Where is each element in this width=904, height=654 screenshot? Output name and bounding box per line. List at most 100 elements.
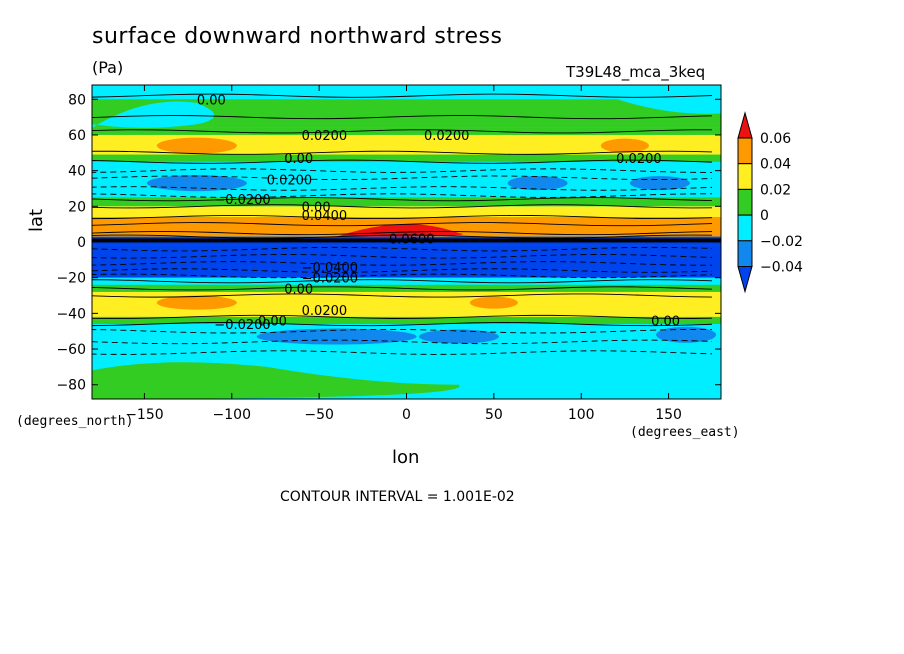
- contour-label: 0.0600: [389, 232, 435, 247]
- band-cyan-22s: [92, 277, 721, 285]
- y-tick-label: 60: [68, 128, 86, 144]
- contour-label: 0.00: [258, 315, 287, 330]
- contour-label: 0.0200: [616, 152, 662, 167]
- x-tick-label: −150: [125, 407, 163, 423]
- contour-line: [92, 159, 713, 164]
- patch-lblue-south-west: [256, 328, 417, 345]
- patch-orange-north-east: [600, 138, 649, 153]
- contour-line-dashed: [92, 328, 713, 334]
- contour-line: [92, 293, 713, 298]
- patch-cyan-north-east: [581, 85, 721, 114]
- contour-line: [92, 129, 713, 134]
- contour-label: 0.00: [284, 152, 313, 167]
- band-yellow-15n: [92, 206, 721, 218]
- contour-line-dashed: [92, 273, 713, 279]
- colorbar-bottom-arrow: [737, 266, 753, 294]
- contour-line-dashed: [92, 268, 713, 273]
- contour-label: 0.0200: [302, 304, 348, 319]
- band-green-44s: [92, 316, 721, 325]
- contour-line: [92, 214, 713, 220]
- x-axis-label: lon: [392, 447, 420, 468]
- patch-lblue-north-mid: [507, 176, 568, 191]
- patch-lblue-north-west: [146, 175, 247, 192]
- patch-orange-south-mid: [469, 296, 518, 309]
- contour-line: [92, 197, 713, 202]
- colorbar-level-label: −0.04: [760, 260, 803, 276]
- contour-line-dashed: [92, 350, 713, 355]
- contour-line: [92, 222, 713, 227]
- contour-line: [92, 115, 713, 120]
- contour-label: 0.0200: [424, 129, 470, 144]
- contour-line-dashed: [92, 175, 713, 181]
- x-tick-label: −50: [304, 407, 334, 423]
- colorbar-segment: [737, 240, 753, 268]
- contour-label: 0.00: [284, 282, 313, 297]
- x-unit-label: (degrees_east): [630, 425, 740, 440]
- contour-label: 0.0400: [302, 209, 348, 224]
- y-tick-label: −20: [56, 271, 86, 287]
- contour-label: 0.00: [197, 93, 226, 108]
- colorbar-segment: [737, 163, 753, 190]
- contour-label: 0.0200: [267, 174, 313, 189]
- x-tick-label: 50: [485, 407, 503, 423]
- contour-line-dashed: [92, 168, 713, 173]
- contour-label: −0.0200: [302, 272, 358, 287]
- contour-interval-label: CONTOUR INTERVAL = 1.001E-02: [280, 489, 515, 505]
- contour-line-dashed: [92, 186, 713, 191]
- patch-cyan-north-west: [92, 101, 215, 128]
- contour-line-dashed: [92, 254, 713, 259]
- contour-label: −0.0200: [214, 318, 270, 333]
- y-tick-label: −60: [56, 342, 86, 358]
- contour-label: 0.0200: [302, 129, 348, 144]
- x-tick-label: 100: [568, 407, 595, 423]
- colorbar-level-label: 0.02: [760, 182, 791, 198]
- band-dblue-south: [92, 245, 721, 278]
- y-tick-label: −80: [56, 378, 86, 394]
- y-tick-label: 40: [68, 164, 86, 180]
- colorbar-segment: [737, 214, 753, 242]
- contour-line: [92, 314, 713, 319]
- contour-line: [92, 279, 713, 284]
- chart-title: surface downward northward stress: [92, 24, 503, 49]
- y-tick-label: 20: [68, 199, 86, 215]
- contour-label: 0.00: [302, 200, 331, 215]
- contour-line: [92, 93, 713, 98]
- contour-line: [92, 150, 713, 155]
- contour-equator-dense: [92, 238, 721, 243]
- contour-label: −0.0400: [302, 261, 358, 276]
- patch-green-south-polar: [92, 362, 460, 399]
- contour-line: [92, 322, 713, 327]
- x-tick-label: 150: [655, 407, 682, 423]
- x-tick-label: 0: [402, 407, 411, 423]
- contour-line: [92, 286, 713, 291]
- units-label: (Pa): [92, 58, 124, 77]
- contour-line: [92, 231, 713, 236]
- colorbar-level-label: 0: [760, 208, 769, 224]
- y-unit-label: (degrees_north): [16, 414, 134, 429]
- colorbar-segment: [737, 188, 753, 216]
- contour-label: −0.0200: [214, 193, 270, 208]
- patch-orange-north-west: [156, 137, 237, 154]
- patch-orange-south-west: [156, 295, 237, 310]
- y-tick-label: 80: [68, 92, 86, 108]
- y-tick-label: 0: [77, 235, 86, 251]
- patch-lblue-south-mid: [418, 329, 499, 344]
- contour-fill-group: 0.00 0.0200 0.0200 0.00 0.0200 −0.0200 0.0200 0…: [92, 85, 721, 399]
- contour-line-dashed: [92, 261, 713, 266]
- run-label: T39L48_mca_3keq: [566, 63, 706, 81]
- contour-label: 0.00: [651, 315, 680, 330]
- contour-line-dashed: [92, 193, 713, 198]
- colorbar-segment: [737, 137, 753, 165]
- colorbar-level-label: −0.02: [760, 234, 803, 250]
- contour-line: [92, 234, 713, 239]
- colorbar-top-arrow: [737, 111, 753, 139]
- contour-line-dashed: [92, 246, 713, 252]
- y-tick-label: −40: [56, 306, 86, 322]
- patch-lblue-south-east: [656, 326, 717, 343]
- band-yellow-north: [92, 134, 721, 155]
- x-tick-label: −100: [213, 407, 251, 423]
- contour-line: [92, 204, 713, 209]
- colorbar-level-label: 0.04: [760, 157, 791, 173]
- colorbar-level-label: 0.06: [760, 131, 791, 147]
